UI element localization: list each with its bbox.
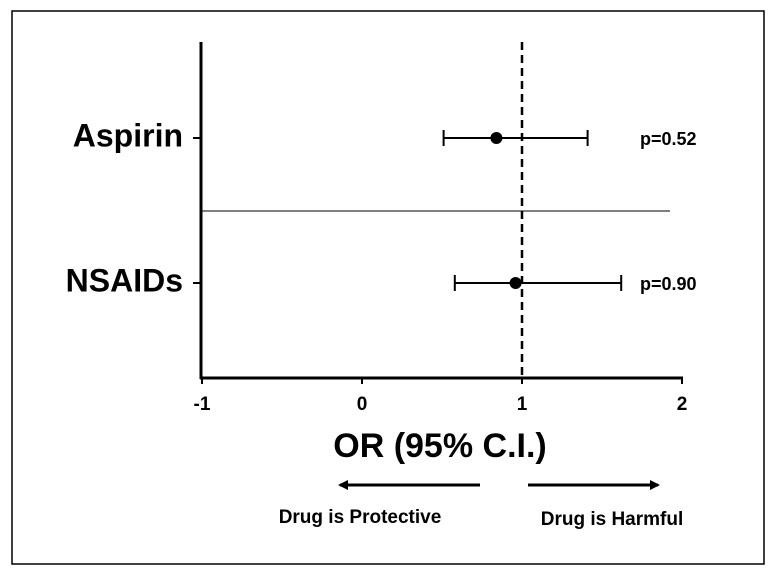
y-tick-label: NSAIDs	[66, 262, 183, 298]
x-tick-label: 2	[677, 394, 688, 415]
x-tick-label: 1	[517, 394, 528, 415]
left-note: Drug is Protective	[279, 507, 442, 528]
right-note: Drug is Harmful	[541, 509, 684, 530]
y-tick-label: Aspirin	[73, 117, 183, 153]
frame	[11, 10, 765, 565]
x-tick-label: -1	[194, 394, 211, 415]
x-axis-title: OR (95% C.I.)	[333, 427, 546, 465]
point	[490, 132, 503, 144]
x-tick-label: 0	[357, 394, 368, 415]
point	[509, 277, 522, 289]
p-value: p=0.90	[640, 274, 697, 294]
p-value: p=0.52	[640, 129, 697, 149]
